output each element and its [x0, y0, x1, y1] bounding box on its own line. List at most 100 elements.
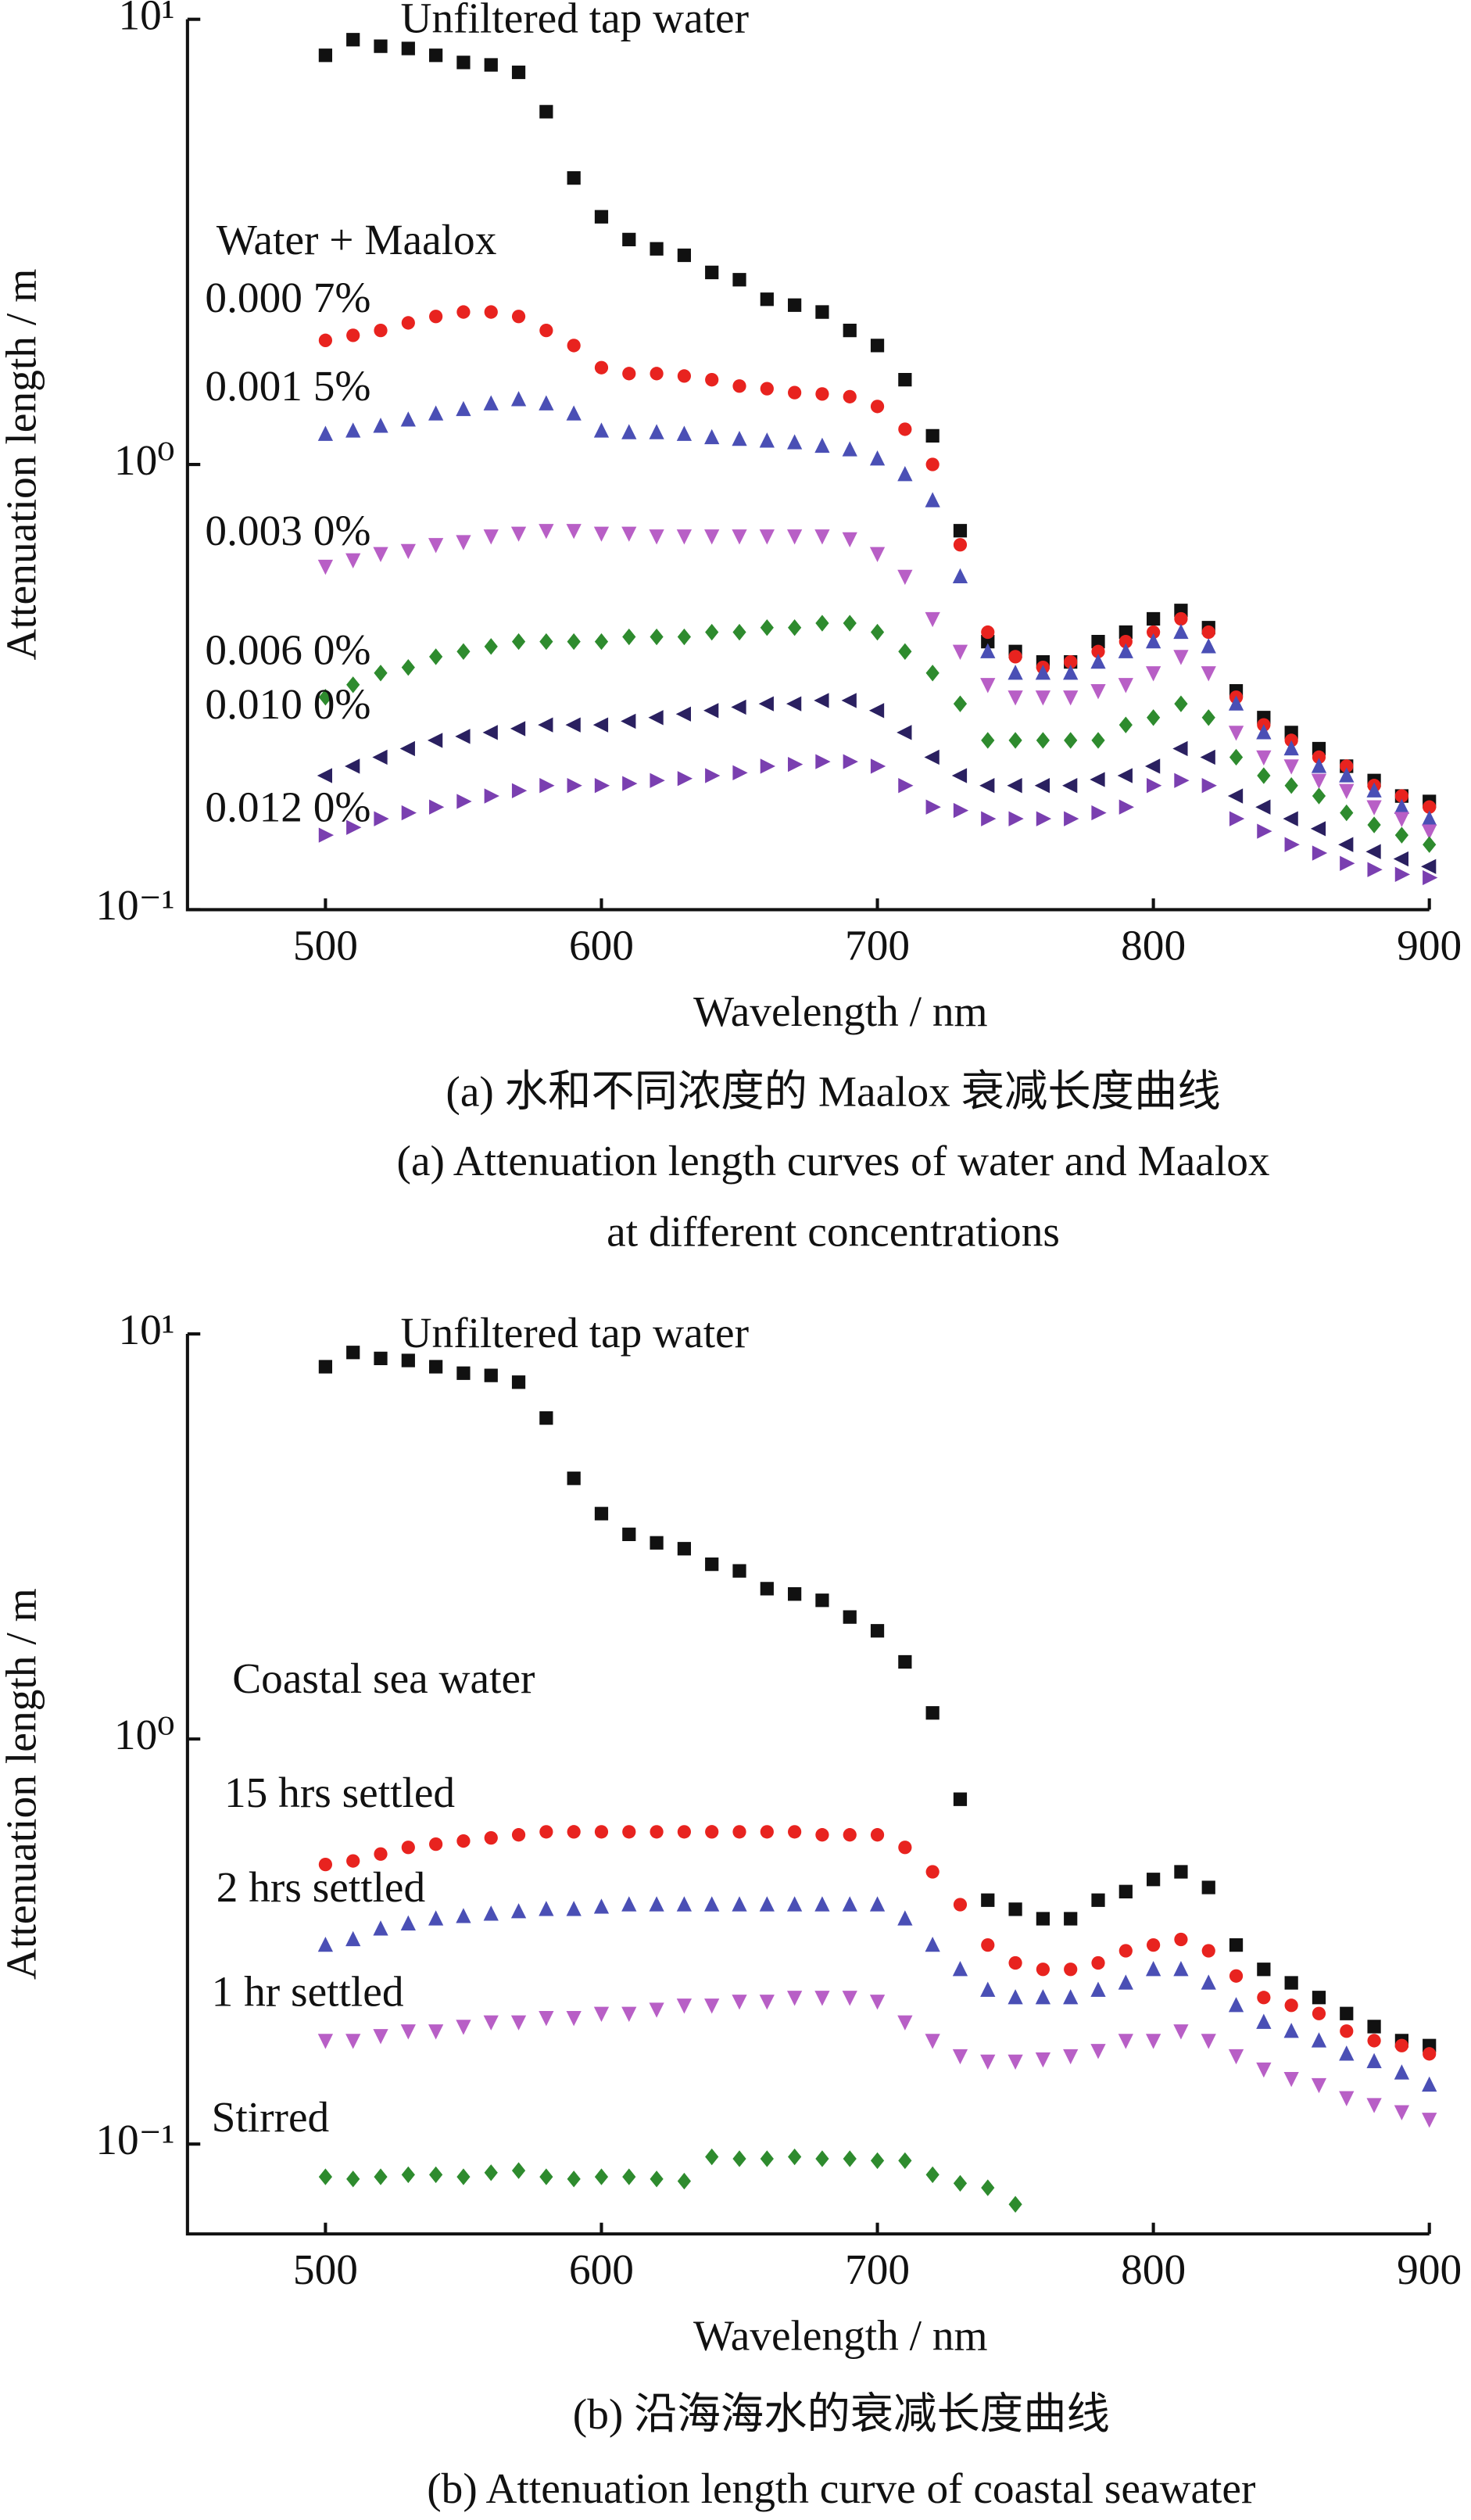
data-point: [539, 324, 553, 338]
data-point: [815, 2150, 829, 2167]
data-point: [484, 2164, 498, 2181]
data-point: [1257, 1991, 1271, 2005]
data-point: [565, 717, 581, 733]
data-point: [1035, 2052, 1051, 2068]
data-point: [1118, 678, 1133, 694]
data-point: [677, 369, 692, 383]
data-point: [981, 811, 997, 826]
data-point: [621, 713, 636, 729]
data-point: [1036, 1912, 1050, 1926]
data-point: [593, 526, 610, 542]
x-axis-label: Wavelength / nm: [693, 988, 988, 1035]
data-point: [925, 611, 940, 628]
data-point: [1340, 759, 1354, 773]
data-point: [1118, 799, 1134, 815]
data-point: [1173, 1961, 1189, 1977]
data-point: [732, 430, 747, 446]
data-point: [980, 678, 996, 694]
data-point: [760, 1825, 774, 1839]
data-point: [484, 788, 499, 804]
data-point: [346, 1854, 360, 1868]
data-point: [1172, 740, 1188, 757]
data-point: [1228, 1997, 1244, 2013]
data-point: [1312, 1991, 1326, 2005]
data-point: [1063, 690, 1079, 706]
annotation: Water + Maalox: [217, 216, 497, 263]
data-point: [1284, 837, 1300, 852]
data-point: [456, 305, 471, 319]
data-point: [1421, 859, 1437, 874]
data-point: [842, 1896, 857, 1912]
series-label: 0.010 0%: [205, 680, 370, 728]
data-point: [1257, 767, 1271, 784]
data-point: [484, 638, 498, 655]
y-tick-label: 10⁰: [114, 1711, 175, 1758]
data-point: [456, 56, 471, 70]
data-point: [1091, 732, 1105, 749]
data-point: [1423, 800, 1437, 814]
data-point: [456, 1366, 471, 1380]
data-point: [484, 305, 498, 319]
data-point: [677, 1542, 692, 1556]
data-point: [566, 2011, 582, 2027]
series-label: 0.003 0%: [205, 507, 370, 554]
data-point: [567, 1471, 581, 1486]
data-point: [1283, 759, 1299, 775]
data-point: [897, 466, 913, 482]
data-point: [786, 1991, 803, 2006]
data-point: [510, 2015, 527, 2031]
data-point: [427, 733, 443, 748]
data-point: [1036, 811, 1052, 826]
data-point: [1008, 732, 1022, 749]
data-point: [318, 333, 333, 347]
data-point: [1008, 1955, 1022, 1970]
data-point: [1201, 778, 1217, 794]
data-point: [346, 328, 360, 342]
data-point: [676, 1896, 693, 1912]
data-point: [1201, 1944, 1215, 1958]
data-point: [1201, 625, 1215, 640]
data-point: [594, 1825, 609, 1839]
data-point: [1340, 2024, 1354, 2038]
data-point: [593, 2006, 610, 2022]
data-point: [622, 1825, 636, 1839]
data-point: [1064, 732, 1078, 749]
series-label: 0.001 5%: [205, 362, 370, 410]
data-point: [815, 1828, 829, 1842]
data-point: [1367, 2034, 1381, 2048]
data-point: [484, 58, 498, 72]
data-point: [429, 310, 443, 324]
data-point: [428, 1910, 444, 1926]
data-point: [511, 633, 526, 651]
axis-line: [185, 19, 1430, 912]
data-point: [897, 569, 913, 586]
data-point: [374, 811, 389, 826]
data-point: [567, 633, 581, 651]
data-point: [318, 2168, 333, 2185]
data-point: [650, 628, 664, 646]
data-point: [374, 2168, 388, 2185]
data-point: [539, 1825, 553, 1839]
data-point: [786, 434, 803, 450]
data-point: [649, 424, 664, 439]
data-point: [1201, 709, 1215, 726]
data-point: [1256, 750, 1272, 766]
data-point: [567, 1825, 581, 1839]
data-point: [400, 411, 416, 427]
data-point: [870, 1624, 885, 1638]
data-point: [786, 1896, 803, 1912]
data-point: [1034, 778, 1050, 794]
x-tick-label: 900: [1397, 921, 1462, 969]
x-tick-label: 600: [569, 2246, 634, 2293]
data-point: [539, 1411, 553, 1425]
data-point: [373, 2029, 388, 2045]
y-axis-label: Attenuation length / m: [0, 269, 45, 661]
data-point: [1228, 2049, 1244, 2065]
data-point: [401, 316, 415, 330]
data-point: [898, 1654, 912, 1669]
data-point: [1228, 726, 1244, 741]
data-point: [703, 703, 719, 719]
data-point: [1117, 768, 1133, 783]
data-point: [1367, 816, 1381, 833]
data-point: [1008, 2196, 1022, 2213]
